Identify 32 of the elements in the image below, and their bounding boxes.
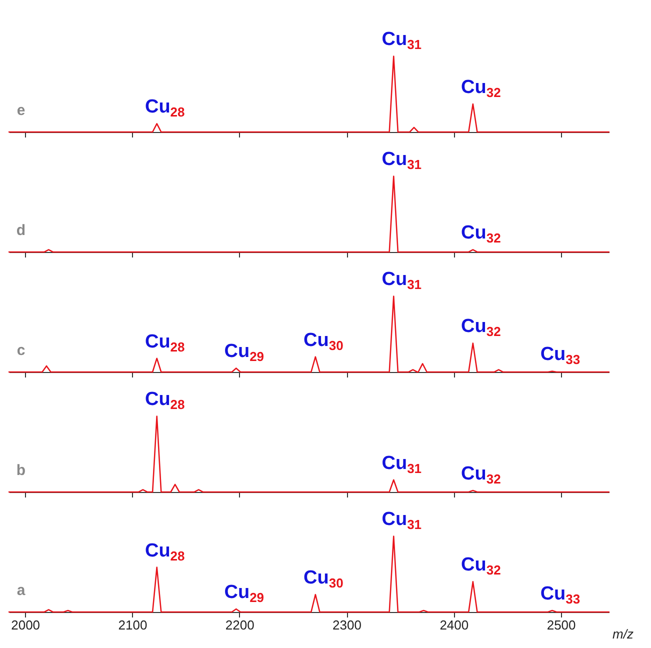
x-tick-label: 2100	[118, 618, 148, 632]
annotation: Cu$_{29}$	[224, 341, 264, 364]
annotation: Cu$_{31}$	[382, 269, 422, 292]
annotation: Cu$_{28}$	[144, 96, 185, 120]
annotation: Cu$_{28}$	[144, 389, 185, 412]
annotation: Cu$_{30}$	[304, 330, 344, 353]
annotation: Cu$_{31}$	[382, 509, 422, 532]
annotation: Cu$_{32}$	[461, 222, 501, 246]
text: c	[16, 342, 26, 359]
annotation: Cu$_{32}$	[461, 554, 501, 578]
text: a	[16, 582, 26, 599]
annotation: Cu$_{31}$	[382, 452, 422, 476]
annotation: Cu$_{31}$	[382, 149, 422, 172]
annotation: Cu$_{31}$	[382, 29, 422, 52]
x-axis-title: m/z	[612, 626, 634, 642]
x-tick-label: 2300	[332, 618, 362, 632]
annotation: Cu$_{32}$	[461, 316, 501, 340]
x-tick-label: 2000	[11, 618, 40, 632]
annotation: Cu$_{30}$	[304, 568, 344, 590]
x-tick-label: 2400	[440, 618, 469, 632]
annotation: Cu$_{29}$	[224, 582, 264, 605]
x-tick-label: 2200	[225, 618, 254, 632]
text: b	[16, 462, 26, 479]
text: d	[16, 222, 26, 239]
annotation: Cu$_{32}$	[461, 76, 501, 100]
annotation: Cu$_{28}$	[144, 331, 185, 354]
annotation: Cu$_{33}$	[540, 344, 580, 368]
x-tick-label: 2500	[546, 618, 576, 632]
annotation: Cu$_{28}$	[144, 540, 185, 564]
text: e	[16, 102, 26, 119]
annotation: Cu$_{33}$	[540, 583, 580, 606]
annotation: Cu$_{32}$	[461, 463, 501, 486]
